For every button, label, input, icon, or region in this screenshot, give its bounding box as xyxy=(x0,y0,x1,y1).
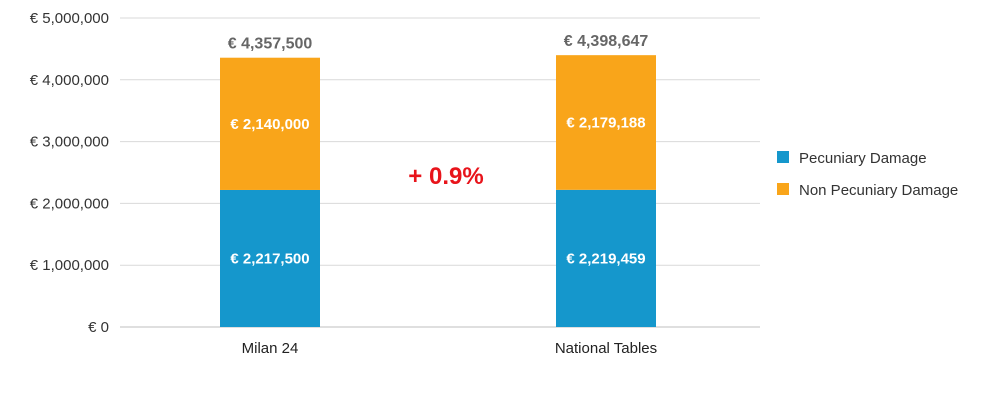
x-tick-label: National Tables xyxy=(555,340,657,357)
bar-segment-pecuniary xyxy=(556,189,656,327)
data-labels: € 2,217,500 € 2,140,000 € 4,357,500 € 2,219… xyxy=(228,33,649,267)
segment-value-label: € 2,219,459 xyxy=(566,250,645,267)
bar-segment-non-pecuniary xyxy=(556,55,656,190)
legend-swatch xyxy=(777,183,789,195)
legend-swatch xyxy=(777,151,789,163)
bars xyxy=(220,55,656,327)
y-tick-label: € 5,000,000 xyxy=(30,10,109,27)
change-annotation: + 0.9% xyxy=(408,163,483,190)
y-tick-label: € 4,000,000 xyxy=(30,72,109,89)
y-tick-label: € 3,000,000 xyxy=(30,134,109,151)
bar-segment-pecuniary xyxy=(220,189,320,327)
total-value-label: € 4,398,647 xyxy=(564,33,649,50)
legend: Pecuniary Damage Non Pecuniary Damage xyxy=(777,150,958,199)
x-axis: Milan 24 National Tables xyxy=(242,340,658,357)
x-tick-label: Milan 24 xyxy=(242,340,299,357)
y-tick-label: € 1,000,000 xyxy=(30,257,109,274)
segment-value-label: € 2,140,000 xyxy=(230,116,309,133)
bar-segment-non-pecuniary xyxy=(220,57,320,190)
legend-label: Non Pecuniary Damage xyxy=(799,182,958,199)
segment-value-label: € 2,179,188 xyxy=(566,115,645,132)
y-axis: € 0 € 1,000,000 € 2,000,000 € 3,000,000 € 4,… xyxy=(30,10,109,336)
segment-value-label: € 2,217,500 xyxy=(230,250,309,267)
total-value-label: € 4,357,500 xyxy=(228,36,313,53)
y-tick-label: € 0 xyxy=(88,319,109,336)
legend-label: Pecuniary Damage xyxy=(799,150,927,167)
y-tick-label: € 2,000,000 xyxy=(30,195,109,212)
